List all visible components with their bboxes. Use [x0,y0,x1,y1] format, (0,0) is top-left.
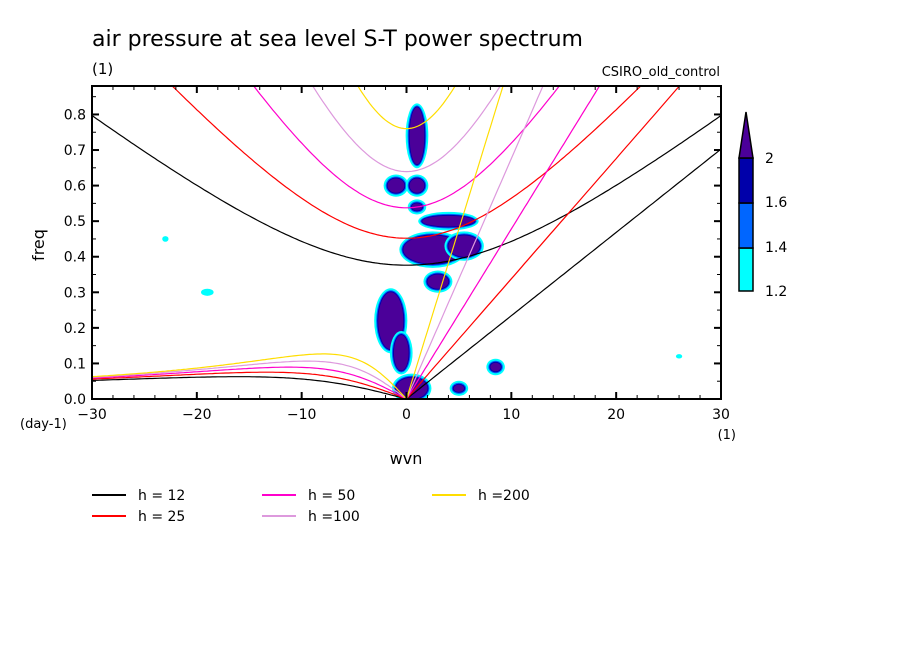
ig-curve-h100 [311,86,502,173]
x-tick-label: −20 [182,407,212,423]
legend-label: h = 12 [138,488,185,504]
legend: h = 12 h = 25 h = 50 h =100 h =200 [92,488,530,525]
y-tick-label: 0.4 [64,250,86,266]
colorbar-segment [738,157,754,204]
ig-curve-h50 [252,86,561,209]
colorbar-label: 1.4 [765,240,787,256]
colorbar-label: 1.2 [765,284,787,300]
legend-label: h =100 [308,509,360,525]
kelvin-curve-h12 [406,148,721,399]
y-tick-label: 0.5 [64,214,86,230]
kelvin-curve-h50 [405,86,601,399]
y-tick-label: 0.0 [64,392,86,408]
y-axis-units: (day-1) [20,417,67,432]
kelvin-curve-h100 [405,86,544,399]
colorbar-segment [738,247,754,292]
colorbar-extend-arrow [738,111,754,159]
colorbar: 1.2 1.4 1.6 2 [738,111,787,300]
title-units: (1) [92,60,113,78]
contour-region [387,178,405,193]
ig-curve-h200 [357,86,456,130]
er-curve-h100 [92,360,407,399]
kelvin-curve-h25 [406,86,681,399]
legend-label: h = 25 [138,509,185,525]
x-tick-label: 20 [607,407,625,423]
y-tick-label: 0.1 [64,356,86,372]
x-tick-label: 10 [502,407,520,423]
er-curve-h200 [92,353,407,399]
x-tick-label: 0 [402,407,411,423]
ig-curve-h12 [92,115,721,266]
colorbar-label: 2 [765,151,774,167]
contour-region [201,288,214,296]
y-tick-label: 0.8 [64,107,86,123]
contour-fills [162,103,683,399]
er-curve-h12 [92,376,407,399]
x-tick-label: −30 [77,407,107,423]
contour-region [448,235,480,257]
er-curve-h25 [92,371,407,399]
er-curve-h50 [92,366,407,399]
y-tick-label: 0.2 [64,321,86,337]
contour-region [409,178,425,193]
x-axis-label: wvn [390,449,423,468]
y-tick-label: 0.6 [64,179,86,195]
x-tick-label: 30 [712,407,730,423]
axes: −30 −20 −10 0 10 20 30 0.0 0.1 0.2 0.3 0.4 0.5 0.6 0.7… [64,85,730,423]
y-axis-label: freq [29,229,48,261]
legend-label: h =200 [478,488,530,504]
colorbar-label: 1.6 [765,195,787,211]
y-tick-label: 0.7 [64,143,86,159]
contour-region [490,362,501,372]
colorbar-segment [738,202,754,249]
contour-region [393,334,409,371]
dataset-label: CSIRO_old_control [602,65,720,80]
dispersion-curves [92,86,721,399]
kelvin-curve-h200 [405,86,504,399]
contour-region [162,236,169,242]
x-axis-units: (1) [718,428,736,443]
contour-region [675,354,683,359]
y-tick-label: 0.3 [64,285,86,301]
ig-curve-h25 [171,86,642,239]
contour-region [422,215,475,227]
chart-title: air pressure at sea level S-T power spec… [92,27,583,52]
legend-label: h = 50 [308,488,355,504]
contour-region [427,274,449,289]
contour-region [409,107,425,165]
contour-region [453,384,465,392]
x-tick-label: −10 [287,407,317,423]
